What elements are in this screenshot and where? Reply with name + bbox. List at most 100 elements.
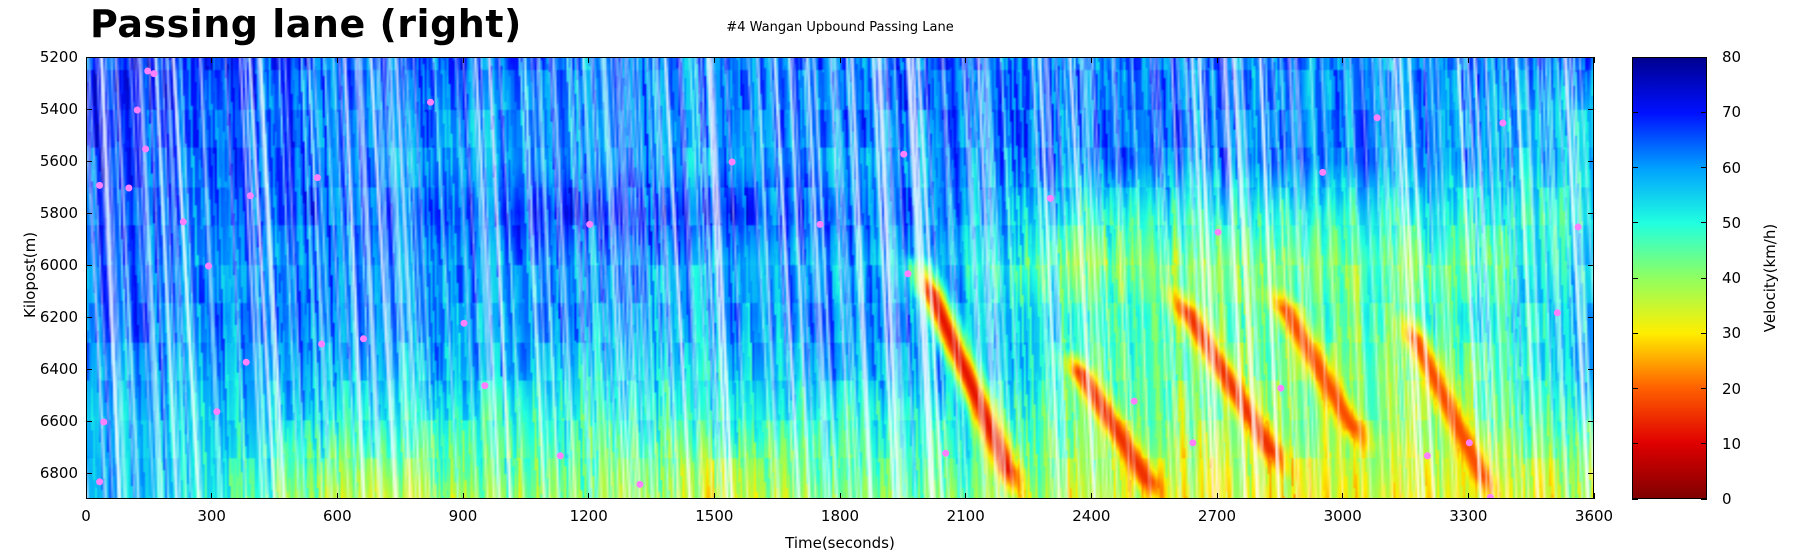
event-marker xyxy=(144,67,152,75)
event-marker xyxy=(96,181,104,189)
y-tick-label: 5800 xyxy=(39,204,78,222)
colorbar-tick-right xyxy=(1701,111,1707,113)
y-tick xyxy=(86,56,92,58)
x-tick-label: 3000 xyxy=(1323,507,1362,525)
event-marker xyxy=(96,478,104,486)
event-marker xyxy=(942,449,950,457)
colorbar-tick-label: 40 xyxy=(1722,269,1742,287)
x-tick-label: 1500 xyxy=(695,507,734,525)
colorbar-tick xyxy=(1632,388,1638,389)
chart-title: #4 Wangan Upbound Passing Lane xyxy=(726,20,954,35)
x-tick-top xyxy=(713,57,715,63)
x-tick-top xyxy=(1593,57,1595,63)
event-marker xyxy=(1499,119,1507,127)
y-tick xyxy=(86,420,92,422)
x-tick-top xyxy=(1342,57,1344,63)
x-tick-top xyxy=(839,57,841,63)
y-tick-label: 6000 xyxy=(39,256,78,274)
x-tick-top xyxy=(211,57,213,63)
event-marker xyxy=(728,158,736,166)
x-tick-label: 2400 xyxy=(1072,507,1111,525)
x-tick-label: 3300 xyxy=(1449,507,1488,525)
event-marker xyxy=(213,408,221,416)
colorbar-tick xyxy=(1632,111,1638,113)
colorbar-tick-right xyxy=(1701,388,1707,389)
colorbar-tick-right xyxy=(1701,167,1707,168)
x-tick-top xyxy=(336,57,338,63)
colorbar-tick xyxy=(1632,277,1638,279)
x-tick-top xyxy=(85,57,87,63)
event-marker xyxy=(1189,439,1197,447)
x-tick-top xyxy=(1216,57,1218,63)
event-marker xyxy=(900,150,908,158)
colorbar-tick-label: 0 xyxy=(1722,490,1732,508)
y-tick xyxy=(86,264,92,266)
x-tick xyxy=(1467,493,1469,499)
y-axis-label: Kilopost(m) xyxy=(21,231,39,318)
y-tick-right xyxy=(1588,212,1594,214)
x-tick-top xyxy=(462,57,464,63)
x-tick xyxy=(713,493,715,499)
event-marker xyxy=(1423,452,1431,460)
y-tick xyxy=(86,368,92,370)
event-marker xyxy=(586,220,594,228)
colorbar-tick xyxy=(1632,56,1638,58)
x-tick-label: 2100 xyxy=(946,507,985,525)
colorbar-tick xyxy=(1632,167,1638,168)
y-tick xyxy=(86,472,92,474)
colorbar-tick-right xyxy=(1701,222,1707,224)
event-marker xyxy=(1574,223,1582,231)
colorbar-tick-label: 30 xyxy=(1722,324,1742,343)
y-tick-right xyxy=(1588,160,1594,162)
colorbar-tick xyxy=(1632,443,1638,445)
event-marker xyxy=(125,184,133,192)
colorbar-tick-label: 60 xyxy=(1722,158,1742,177)
x-tick xyxy=(1593,493,1595,499)
heatmap-plot-area xyxy=(86,57,1594,499)
y-tick-label: 5400 xyxy=(39,100,78,118)
marker-layer xyxy=(96,67,1582,498)
colorbar-tick-label: 70 xyxy=(1722,103,1742,122)
y-tick-right xyxy=(1588,56,1594,58)
colorbar-label: Velocity(km/h) xyxy=(1761,223,1779,333)
event-marker xyxy=(142,145,150,153)
event-marker xyxy=(179,218,187,226)
y-tick-label: 6400 xyxy=(39,360,78,378)
y-tick xyxy=(86,108,92,110)
x-tick xyxy=(588,493,590,499)
x-tick-label: 2700 xyxy=(1197,507,1237,525)
x-tick-top xyxy=(588,57,590,63)
x-tick xyxy=(211,493,213,499)
colorbar-tick-label: 50 xyxy=(1722,213,1742,232)
colorbar-tick-label: 10 xyxy=(1722,434,1742,453)
x-tick-top xyxy=(1090,57,1092,63)
event-marker xyxy=(1373,114,1381,122)
panel-title: Passing lane (right) xyxy=(90,2,522,46)
event-marker xyxy=(1319,168,1327,176)
event-marker xyxy=(1486,493,1494,498)
x-tick-label: 300 xyxy=(197,507,226,525)
event-marker xyxy=(1130,397,1138,405)
event-marker xyxy=(636,480,644,488)
y-tick-right xyxy=(1588,368,1594,370)
event-marker xyxy=(1465,439,1473,447)
event-marker xyxy=(360,335,367,343)
y-tick-label: 5600 xyxy=(39,152,78,170)
event-marker xyxy=(205,262,212,270)
x-tick xyxy=(965,493,967,499)
velocity-heatmap xyxy=(87,58,1593,498)
y-tick xyxy=(86,160,92,162)
event-marker xyxy=(1214,228,1222,236)
y-tick-right xyxy=(1588,316,1594,318)
event-marker xyxy=(242,358,250,366)
event-marker xyxy=(133,106,141,114)
event-marker xyxy=(318,340,326,348)
x-tick-label: 3600 xyxy=(1574,507,1614,525)
event-marker xyxy=(556,452,564,460)
y-tick-right xyxy=(1588,472,1594,474)
event-marker xyxy=(313,174,321,182)
y-tick xyxy=(86,212,92,214)
x-tick-label: 1200 xyxy=(569,507,608,525)
x-tick xyxy=(336,493,338,499)
event-marker xyxy=(246,192,254,200)
